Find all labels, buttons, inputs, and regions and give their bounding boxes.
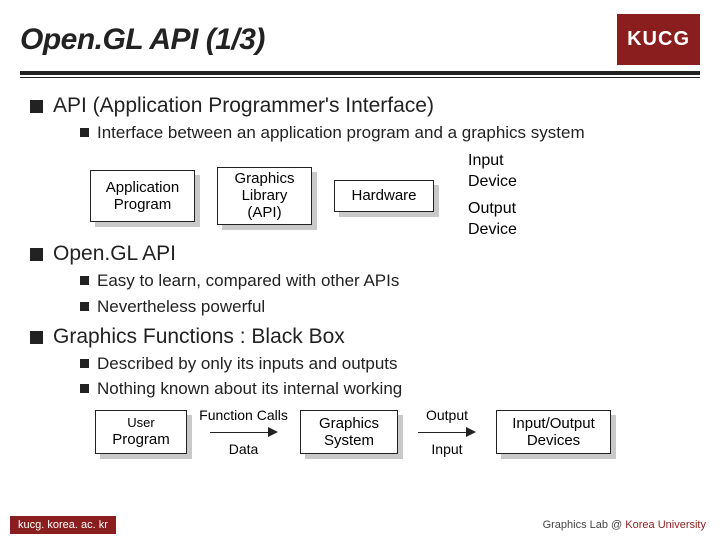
heading-opengl-api: Open.GL API (0, 242, 720, 268)
box-line: Library (218, 187, 311, 204)
box-line: Program (96, 431, 186, 448)
box-line: (API) (218, 204, 311, 221)
sub-item-text: Interface between an application program… (97, 122, 585, 143)
footer-credit: Graphics Lab @ Korea University (543, 519, 706, 531)
heading-text: Graphics Functions : Black Box (53, 325, 345, 349)
heading-text: API (Application Programmer's Interface) (53, 94, 434, 118)
arrow-label: Function Calls (199, 407, 288, 423)
sub-item-text: Described by only its inputs and outputs (97, 353, 398, 374)
box-graphics-system: Graphics System (300, 410, 398, 454)
box-line: Graphics (218, 170, 311, 187)
arrow-label: Data (229, 441, 259, 457)
flow-labels-calls-data: Function Calls Data (191, 407, 296, 457)
box-user-program: User Program (95, 410, 187, 454)
arrow-label: Output (426, 407, 468, 423)
bullet-square-icon (30, 248, 43, 261)
box-line: User (96, 416, 186, 431)
bullet-square-small-icon (80, 302, 89, 311)
box-graphics-library: Graphics Library (API) (217, 167, 312, 225)
box-line: Hardware (335, 187, 433, 204)
sub-item: Nevertheless powerful (0, 294, 720, 319)
slide-title: Open.GL API (1/3) (20, 23, 265, 57)
flow-labels-output-input: Output Input (402, 407, 492, 457)
label-line: Device (468, 172, 517, 193)
sub-item: Described by only its inputs and outputs (0, 351, 720, 376)
bullet-square-small-icon (80, 384, 89, 393)
heading-blackbox: Graphics Functions : Black Box (0, 319, 720, 351)
content-area: API (Application Programmer's Interface)… (0, 78, 720, 457)
bullet-square-icon (30, 100, 43, 113)
bullet-square-small-icon (80, 128, 89, 137)
arrow-right-icon (210, 427, 278, 437)
footer: kucg. korea. ac. kr Graphics Lab @ Korea… (0, 516, 720, 540)
box-line: System (301, 432, 397, 449)
label-line: Device (468, 220, 517, 241)
box-line: Program (91, 196, 194, 213)
bullet-square-small-icon (80, 276, 89, 285)
box-line: Devices (497, 432, 610, 449)
kucg-logo: KUCG (617, 14, 700, 65)
title-rule-thick (20, 71, 700, 75)
bullet-square-small-icon (80, 359, 89, 368)
heading-api: API (Application Programmer's Interface) (0, 88, 720, 120)
box-line: Application (91, 179, 194, 196)
heading-text: Open.GL API (53, 242, 176, 266)
label-line: Input (468, 151, 517, 172)
arrow-label: Input (431, 441, 462, 457)
sub-item: Interface between an application program… (0, 120, 720, 145)
box-line: Input/Output (497, 415, 610, 432)
box-hardware: Hardware (334, 180, 434, 212)
sub-item-text: Nevertheless powerful (97, 296, 265, 317)
bullet-square-icon (30, 331, 43, 344)
footer-url: kucg. korea. ac. kr (10, 516, 116, 534)
blackbox-diagram: User Program Function Calls Data Graphic… (0, 401, 720, 457)
arrow-right-icon (418, 427, 476, 437)
sub-item: Nothing known about its internal working (0, 376, 720, 401)
label-line: Output (468, 199, 517, 220)
box-io-devices: Input/Output Devices (496, 410, 611, 454)
sub-item: Easy to learn, compared with other APIs (0, 268, 720, 293)
io-device-labels: Input Device Output Device (468, 151, 517, 240)
title-bar: Open.GL API (1/3) KUCG (0, 0, 720, 71)
sub-item-text: Easy to learn, compared with other APIs (97, 270, 399, 291)
box-line: Graphics (301, 415, 397, 432)
box-application-program: Application Program (90, 170, 195, 222)
sub-item-text: Nothing known about its internal working (97, 378, 402, 399)
pipeline-diagram: Application Program Graphics Library (AP… (0, 145, 720, 242)
